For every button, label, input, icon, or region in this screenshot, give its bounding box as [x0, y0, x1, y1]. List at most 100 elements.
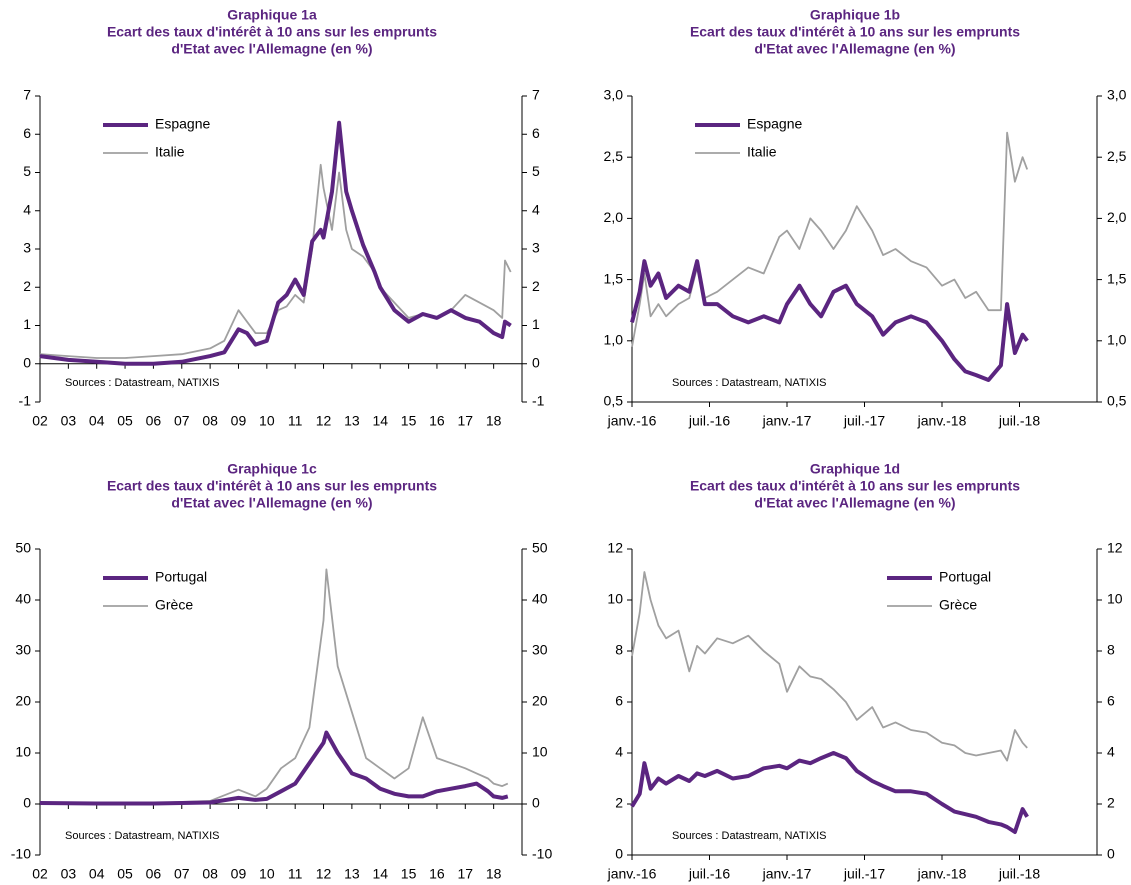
y-tick-label: 1,0 [604, 332, 624, 348]
y2-tick-label: 2 [1107, 795, 1115, 811]
x-tick-label: juil.-18 [998, 413, 1040, 429]
y2-tick-label: -1 [532, 393, 545, 409]
x-tick-label: 17 [458, 866, 474, 882]
y2-tick-label: 12 [1107, 540, 1123, 556]
legend-label: Grèce [939, 597, 977, 613]
x-tick-label: janv.-17 [762, 866, 812, 882]
legend-label: Grèce [155, 597, 193, 613]
x-tick-label: 09 [231, 866, 247, 882]
y-tick-label: 6 [615, 693, 623, 709]
legend-label: Italie [155, 144, 185, 160]
series-line [631, 571, 1028, 762]
y-tick-label: 2 [615, 795, 623, 811]
y-tick-label: 10 [607, 591, 623, 607]
x-tick-label: janv.-18 [917, 413, 967, 429]
chart-title: Graphique 1c [227, 461, 317, 477]
y-tick-label: 5 [23, 163, 31, 179]
y-tick-label: -1 [19, 393, 32, 409]
chart-subtitle: d'Etat avec l'Allemagne (en %) [171, 41, 372, 57]
y-tick-label: 4 [23, 201, 31, 217]
y-tick-label: 20 [15, 693, 31, 709]
y-tick-label: 10 [15, 744, 31, 760]
y-tick-label: 40 [15, 591, 31, 607]
x-tick-label: juil.-17 [843, 413, 885, 429]
y2-tick-label: 1,5 [1107, 270, 1127, 286]
x-tick-label: 10 [259, 413, 275, 429]
x-tick-label: 07 [174, 413, 190, 429]
legend-label: Italie [747, 144, 777, 160]
x-tick-label: 15 [401, 866, 417, 882]
legend-label: Portugal [939, 569, 991, 585]
y2-tick-label: 6 [1107, 693, 1115, 709]
x-tick-label: 04 [89, 413, 105, 429]
chart-subtitle: Ecart des taux d'intérêt à 10 ans sur le… [690, 24, 1020, 40]
y2-tick-label: 5 [532, 163, 540, 179]
x-tick-label: 03 [61, 413, 77, 429]
x-tick-label: 16 [429, 413, 445, 429]
x-tick-label: 12 [316, 866, 332, 882]
x-tick-label: 07 [174, 866, 190, 882]
series-line [630, 751, 1029, 834]
source-note: Sources : Datastream, NATIXIS [65, 830, 219, 842]
x-tick-label: 15 [401, 413, 417, 429]
y2-tick-label: 2 [532, 278, 540, 294]
y2-tick-label: 6 [532, 125, 540, 141]
y-tick-label: 12 [607, 540, 623, 556]
x-tick-label: juil.-18 [998, 866, 1040, 882]
x-tick-label: 09 [231, 413, 247, 429]
chart-subtitle: d'Etat avec l'Allemagne (en %) [754, 495, 955, 511]
series-line [39, 730, 509, 806]
y-tick-label: 30 [15, 642, 31, 658]
chart-subtitle: Ecart des taux d'intérêt à 10 ans sur le… [107, 478, 437, 494]
x-tick-label: 06 [146, 413, 162, 429]
y-tick-label: 6 [23, 125, 31, 141]
chart-subtitle: d'Etat avec l'Allemagne (en %) [754, 41, 955, 57]
y2-tick-label: 50 [532, 540, 548, 556]
x-tick-label: 11 [288, 413, 303, 429]
y2-tick-label: 3,0 [1107, 87, 1127, 103]
chart-title: Graphique 1a [227, 7, 317, 23]
y2-tick-label: 7 [532, 87, 540, 103]
y2-tick-label: 2,0 [1107, 209, 1127, 225]
y-tick-label: 8 [615, 642, 623, 658]
y2-tick-label: 0 [1107, 846, 1115, 862]
chart-subtitle: Ecart des taux d'intérêt à 10 ans sur le… [107, 24, 437, 40]
y2-tick-label: 20 [532, 693, 548, 709]
source-note: Sources : Datastream, NATIXIS [65, 377, 219, 389]
y2-tick-label: 3 [532, 240, 540, 256]
y2-tick-label: 1,0 [1107, 332, 1127, 348]
x-tick-label: 10 [259, 866, 275, 882]
y-tick-label: 1,5 [604, 270, 624, 286]
legend-label: Espagne [747, 116, 802, 132]
y2-tick-label: -10 [532, 846, 552, 862]
x-tick-label: 13 [344, 413, 360, 429]
source-note: Sources : Datastream, NATIXIS [672, 830, 826, 842]
x-tick-label: 08 [202, 866, 218, 882]
y-tick-label: 0 [615, 846, 623, 862]
y2-tick-label: 0 [532, 354, 540, 370]
y2-tick-label: 0 [532, 795, 540, 811]
y-tick-label: 50 [15, 540, 31, 556]
y-tick-label: 2 [23, 278, 31, 294]
y-tick-label: 2,5 [604, 148, 624, 164]
legend-label: Espagne [155, 116, 210, 132]
x-tick-label: 02 [32, 413, 48, 429]
x-tick-label: 14 [372, 413, 388, 429]
x-tick-label: 08 [202, 413, 218, 429]
series-line [39, 163, 512, 359]
x-tick-label: juil.-16 [688, 866, 730, 882]
series-line [631, 131, 1029, 348]
x-tick-label: 14 [372, 866, 388, 882]
y2-tick-label: 30 [532, 642, 548, 658]
x-tick-label: 12 [316, 413, 332, 429]
series-line [630, 259, 1029, 382]
x-tick-label: juil.-17 [843, 866, 885, 882]
x-tick-label: 03 [61, 866, 77, 882]
x-tick-label: 02 [32, 866, 48, 882]
y2-tick-label: 10 [1107, 591, 1123, 607]
x-tick-label: 17 [458, 413, 474, 429]
y-tick-label: 3 [23, 240, 31, 256]
y-tick-label: -10 [11, 846, 31, 862]
y2-tick-label: 10 [532, 744, 548, 760]
